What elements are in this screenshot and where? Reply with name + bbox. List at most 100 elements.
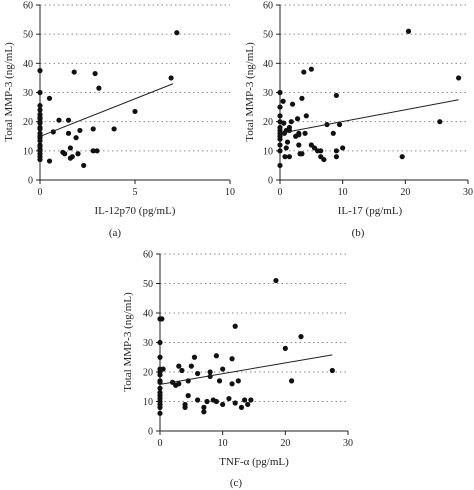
data-point (242, 397, 248, 403)
y-axis-title: Total MMP-3 (ng/mL) (244, 42, 256, 142)
y-tick-label: 50 (263, 30, 273, 41)
data-point (235, 378, 241, 384)
y-tick-label: 10 (143, 397, 153, 408)
x-tick-label: 10 (338, 187, 348, 198)
data-point (333, 154, 339, 160)
y-tick-label: 50 (143, 279, 153, 290)
data-point (160, 366, 166, 372)
data-point (277, 142, 283, 148)
x-tick-label: 20 (400, 187, 410, 198)
x-tick-label: 30 (463, 187, 473, 198)
data-point (299, 95, 305, 101)
y-tick-label: 60 (263, 1, 273, 12)
data-point (245, 401, 251, 408)
data-point (37, 126, 43, 132)
data-point (174, 30, 180, 36)
data-point (302, 130, 308, 136)
data-point (308, 142, 314, 148)
data-point (281, 120, 287, 126)
y-tick-label: 10 (23, 146, 33, 157)
panel-label: (b) (352, 227, 365, 239)
data-point (37, 156, 43, 163)
data-point (204, 398, 210, 405)
data-point (157, 385, 163, 391)
data-point (37, 120, 43, 126)
data-point (229, 356, 235, 362)
data-point (75, 151, 81, 157)
chart-panel-a: Total MMP-3 (ng/mL) IL-12p70 (pg/mL) (a)… (3, 1, 235, 240)
data-point (294, 116, 301, 122)
data-point (284, 139, 291, 145)
data-point (405, 28, 412, 34)
data-point (232, 323, 238, 329)
data-point (157, 354, 163, 360)
data-point (226, 395, 232, 402)
y-tick-label: 20 (23, 117, 33, 128)
y-tick-label: 20 (263, 117, 273, 128)
data-point (301, 69, 307, 75)
x-tick-label: 0 (278, 187, 283, 198)
data-point (330, 130, 336, 136)
data-point (329, 367, 335, 374)
panel-label: (c) (230, 477, 243, 489)
data-point (207, 369, 213, 375)
data-point (77, 127, 83, 134)
data-point (213, 353, 219, 359)
data-point (90, 126, 96, 132)
data-point (216, 378, 223, 384)
data-point (456, 75, 462, 81)
data-point (159, 316, 165, 322)
y-axis-title: Total MMP-3 (ng/mL) (122, 292, 134, 392)
data-point (220, 366, 226, 372)
data-point (333, 92, 339, 99)
data-point (277, 113, 283, 119)
data-point (168, 75, 174, 81)
data-point (289, 378, 295, 384)
x-axis-title: IL-17 (pg/mL) (338, 205, 403, 217)
x-axis-title: TNF-α (pg/mL) (219, 456, 289, 468)
data-point (46, 158, 53, 164)
chart-panel-b: Total MMP-3 (ng/mL) IL-17 (pg/mL) (b) 0 1… (244, 1, 473, 240)
data-point (111, 126, 117, 132)
data-point (336, 121, 343, 128)
data-point (195, 397, 201, 403)
data-point (288, 119, 294, 125)
data-point (201, 404, 207, 410)
y-tick-label: 40 (263, 59, 273, 70)
data-point (46, 95, 53, 101)
data-point (289, 101, 296, 107)
data-point (157, 410, 163, 416)
data-point (179, 367, 185, 374)
data-point (185, 393, 191, 399)
data-point (157, 339, 163, 346)
data-point (213, 398, 219, 405)
data-point (188, 363, 194, 369)
data-point (437, 119, 443, 125)
data-point (62, 151, 68, 157)
x-tick-label: 20 (280, 438, 290, 449)
y-tick-label: 30 (143, 338, 153, 349)
data-point (71, 69, 77, 75)
trend-line (279, 99, 459, 134)
chart-panel-c: Total MMP-3 (ng/mL) TNF-α (pg/mL) (c) 0 1… (122, 250, 353, 490)
data-point (318, 148, 324, 154)
trend-line (41, 83, 174, 137)
data-point (286, 154, 292, 160)
data-point (37, 89, 43, 96)
data-point (277, 89, 283, 96)
data-point (273, 277, 279, 284)
data-point (277, 162, 283, 169)
data-point (157, 404, 163, 410)
data-point (298, 334, 304, 340)
data-point (56, 117, 62, 123)
data-point (399, 154, 405, 160)
data-point (229, 381, 235, 387)
data-point (277, 136, 283, 142)
data-point (282, 154, 288, 160)
data-point (296, 130, 302, 136)
data-point (238, 404, 245, 410)
data-point (132, 108, 138, 115)
y-tick-label: 60 (143, 250, 153, 261)
data-point (303, 113, 309, 119)
data-point (282, 345, 288, 351)
